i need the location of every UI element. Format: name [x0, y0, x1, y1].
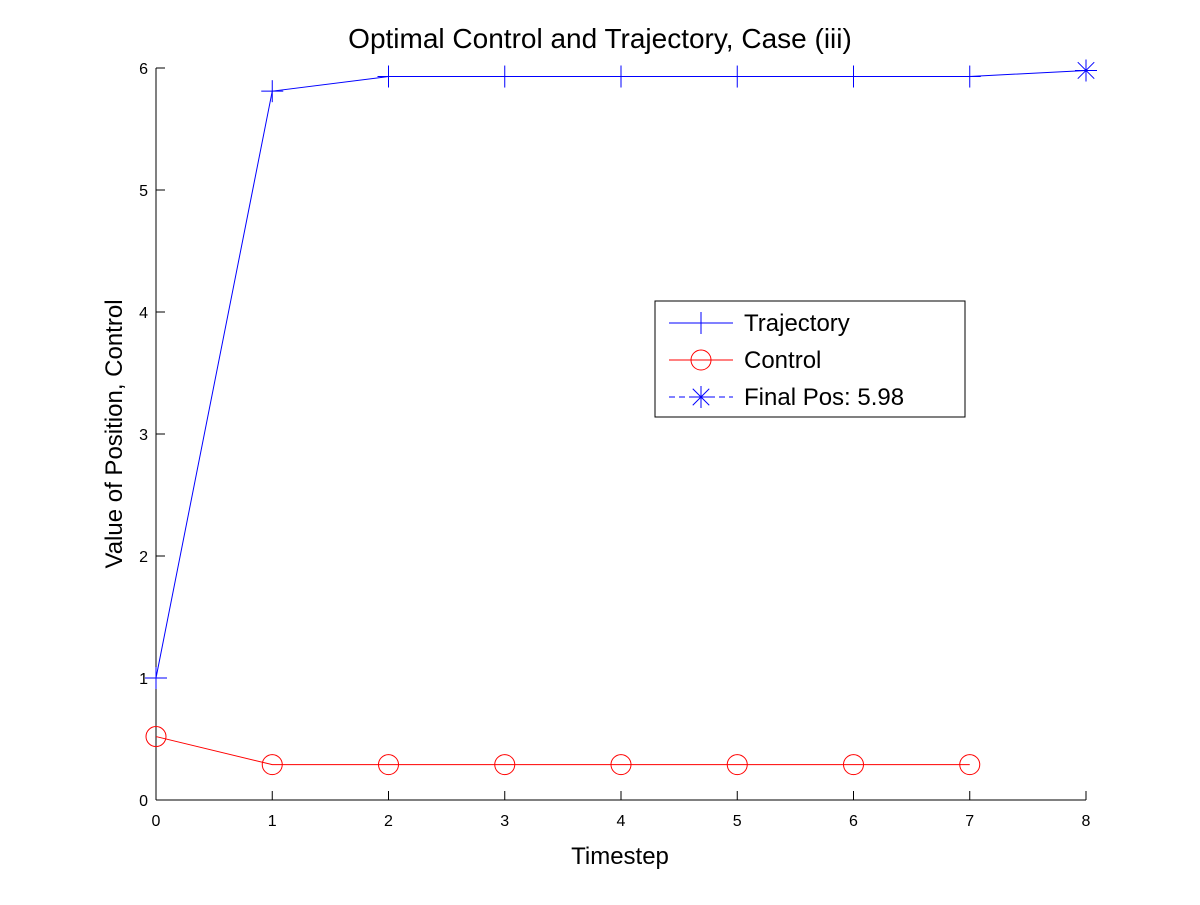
y-tick-label: 0 [139, 793, 148, 810]
data-point [610, 65, 632, 88]
legend-item-1: Control [669, 347, 821, 374]
series-1 [145, 726, 981, 776]
circle-marker [145, 726, 167, 748]
x-tick-label: 7 [965, 813, 974, 830]
data-point [1075, 59, 1097, 82]
data-point [493, 65, 516, 88]
plot-area [145, 59, 1097, 776]
x-tick-label: 4 [617, 813, 626, 830]
legend-box [654, 300, 966, 418]
legend-label: Final Pos: 5.98 [744, 384, 904, 411]
data-point [145, 667, 167, 689]
y-axis-label: Value of Position, Control [101, 299, 128, 568]
data-point [842, 65, 865, 88]
series-2 [1075, 59, 1097, 82]
legend-item-0: Trajectory [669, 310, 850, 337]
x-tick-label: 5 [733, 813, 742, 830]
chart-title: Optimal Control and Trajectory, Case (ii… [348, 23, 852, 54]
circle-marker [690, 349, 712, 371]
y-tick-label: 4 [139, 305, 148, 322]
data-point [959, 754, 981, 776]
star-marker-d2 [692, 388, 710, 406]
data-point [494, 754, 516, 776]
x-tick-label: 1 [268, 813, 277, 830]
circle-marker [261, 754, 283, 776]
data-point [261, 80, 284, 103]
data-point [958, 65, 981, 88]
circle-marker [843, 754, 864, 776]
data-point [145, 726, 167, 748]
data-point [377, 65, 400, 88]
y-tick-label: 2 [139, 549, 148, 566]
data-point [843, 754, 864, 776]
x-tick-label: 2 [384, 813, 393, 830]
legend: Trajectory Control Final Pos: 5.98 [654, 300, 966, 418]
y-tick-label: 1 [139, 671, 148, 688]
legend-marker [690, 349, 712, 371]
x-tick-label: 8 [1082, 813, 1091, 830]
data-point [610, 754, 632, 776]
data-point [726, 754, 748, 776]
circle-marker [959, 754, 981, 776]
circle-marker [610, 754, 632, 776]
legend-item-2: Final Pos: 5.98 [669, 384, 904, 411]
y-tick-label: 5 [139, 183, 148, 200]
series-line-1 [155, 736, 970, 766]
legend-marker [690, 386, 712, 408]
axes: 0 1 2 3 4 5 6 7 8 0 1 2 3 4 5 6 [139, 61, 1090, 830]
circle-marker [378, 754, 399, 776]
legend-label: Trajectory [744, 310, 850, 337]
circle-marker [726, 754, 748, 776]
circle-marker [494, 754, 516, 776]
y-tick-label: 6 [139, 61, 148, 78]
data-point [726, 65, 749, 88]
x-tick-label: 6 [849, 813, 858, 830]
y-tick-label: 3 [139, 427, 148, 444]
x-tick-label: 3 [500, 813, 509, 830]
star-marker-d2 [1077, 61, 1095, 80]
data-point [261, 754, 283, 776]
data-point [378, 754, 399, 776]
x-tick-label: 0 [152, 813, 161, 830]
legend-label: Control [744, 347, 821, 374]
x-axis-label: Timestep [571, 843, 669, 870]
legend-marker [690, 312, 712, 334]
